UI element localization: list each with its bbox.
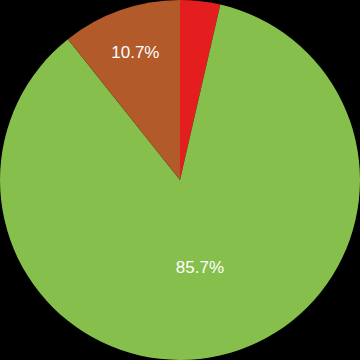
svg-text:10.7%: 10.7% — [111, 43, 159, 62]
svg-text:85.7%: 85.7% — [176, 258, 224, 277]
